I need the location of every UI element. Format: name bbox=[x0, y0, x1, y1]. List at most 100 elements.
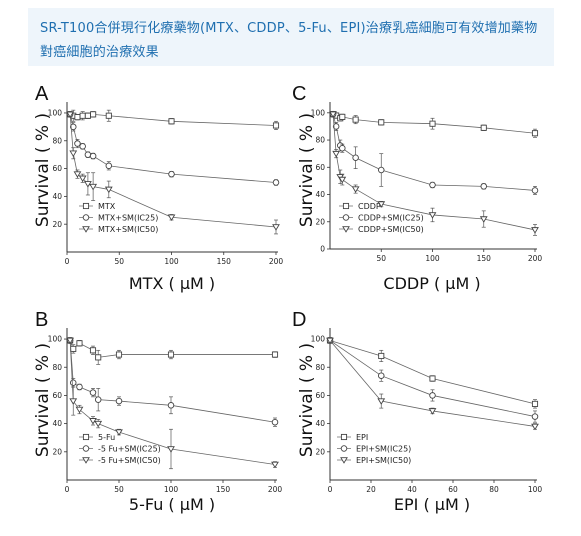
y-tick-label: 100 bbox=[48, 335, 63, 344]
data-point bbox=[271, 418, 279, 426]
panel-letter: D bbox=[292, 309, 306, 331]
legend-label: EPI bbox=[356, 433, 368, 442]
series-line bbox=[329, 340, 536, 405]
data-point bbox=[352, 154, 359, 162]
data-point bbox=[168, 170, 175, 178]
legend-marker bbox=[342, 214, 350, 221]
data-point bbox=[378, 352, 385, 360]
data-point bbox=[89, 152, 97, 160]
data-point bbox=[76, 383, 83, 391]
data-point bbox=[429, 392, 436, 399]
y-tick-label: 100 bbox=[311, 335, 326, 344]
data-point bbox=[69, 150, 78, 158]
legend-label: 5-Fu bbox=[98, 433, 115, 442]
legend: 5-Fu -5 Fu+SM(IC25) -5 Fu+SM(IC50) bbox=[79, 433, 161, 465]
data-point bbox=[428, 212, 437, 219]
data-point bbox=[339, 113, 346, 120]
x-tick-label: 50 bbox=[114, 257, 124, 266]
x-tick-label: 100 bbox=[164, 257, 179, 266]
y-tick-label: 40 bbox=[52, 192, 62, 201]
data-point bbox=[378, 372, 385, 379]
data-point bbox=[377, 398, 386, 405]
data-point bbox=[480, 124, 487, 131]
data-point bbox=[429, 181, 436, 189]
data-point bbox=[115, 351, 123, 358]
data-point bbox=[167, 402, 175, 409]
y-tick-label: 80 bbox=[315, 136, 325, 145]
series-square bbox=[67, 337, 279, 365]
y-tick-label: 60 bbox=[315, 163, 325, 172]
x-tick-label: 0 bbox=[328, 485, 333, 494]
data-point bbox=[89, 183, 98, 191]
data-point bbox=[167, 214, 176, 222]
legend-label: EPI+SM(IC50) bbox=[356, 456, 411, 465]
legend-label: -5 Fu+SM(IC25) bbox=[98, 445, 161, 454]
legend-marker bbox=[82, 433, 90, 441]
x-tick-label: 50 bbox=[114, 485, 124, 494]
data-point bbox=[378, 119, 385, 126]
legend-marker bbox=[82, 457, 90, 464]
y-tick-label: 20 bbox=[52, 447, 62, 456]
y-tick-label: 40 bbox=[315, 419, 325, 428]
x-axis-label: 5-Fu ( μM ) bbox=[129, 495, 215, 514]
legend-marker bbox=[340, 445, 348, 452]
data-point bbox=[84, 151, 92, 158]
legend-label: MTX+SM(IC50) bbox=[98, 225, 158, 234]
data-point bbox=[76, 340, 83, 347]
data-point bbox=[531, 400, 539, 407]
panel-letter: B bbox=[35, 309, 48, 331]
data-point bbox=[79, 143, 86, 150]
chart-panel-a: A 20 40 60 80 100 0 50 100 150 200 Survival ( % ) MT… bbox=[33, 83, 283, 293]
data-point bbox=[480, 183, 488, 190]
data-point bbox=[479, 216, 488, 223]
data-point bbox=[115, 429, 123, 436]
legend-marker bbox=[82, 226, 90, 233]
x-tick-label: 150 bbox=[217, 257, 232, 266]
series-triangle bbox=[326, 337, 539, 431]
y-tick-label: 20 bbox=[52, 220, 62, 229]
y-tick-label: 0 bbox=[320, 245, 325, 254]
data-point bbox=[339, 144, 346, 152]
x-tick-label: 50 bbox=[376, 254, 386, 263]
y-tick-label: 80 bbox=[52, 363, 62, 372]
title-banner: SR-T100合併現行化療藥物(MTX、CDDP、5-Fu、EPI)治療乳癌細胞… bbox=[28, 8, 554, 66]
data-point bbox=[79, 112, 86, 119]
data-point bbox=[66, 111, 75, 119]
x-tick-label: 100 bbox=[425, 254, 440, 263]
data-point bbox=[167, 446, 175, 453]
data-point bbox=[332, 150, 341, 158]
series-circle bbox=[66, 337, 279, 427]
data-point bbox=[78, 175, 87, 183]
legend-marker bbox=[340, 433, 348, 441]
x-tick-label: 200 bbox=[268, 485, 283, 494]
legend-label: CDDP+SM(IC50) bbox=[358, 225, 424, 234]
x-axis-label: EPI ( μM ) bbox=[394, 495, 470, 514]
data-point bbox=[352, 116, 359, 123]
data-point bbox=[95, 354, 102, 361]
y-tick-label: 20 bbox=[315, 217, 325, 226]
x-tick-label: 40 bbox=[407, 485, 417, 494]
x-tick-label: 100 bbox=[528, 485, 543, 494]
title-line-2: 對癌細胞的治療效果 bbox=[40, 45, 159, 60]
y-tick-label: 60 bbox=[315, 391, 325, 400]
data-point bbox=[75, 406, 84, 414]
series-circle bbox=[66, 111, 280, 186]
chart-panel-b: B 20 40 60 80 100 0 50 100 150 200 Survival ( % ) 5-… bbox=[33, 309, 282, 514]
legend-marker bbox=[342, 202, 350, 210]
y-axis-label: Survival ( % ) bbox=[297, 343, 317, 457]
series-circle bbox=[326, 337, 539, 423]
y-axis-label: Survival ( % ) bbox=[33, 113, 53, 227]
data-point bbox=[69, 379, 77, 386]
x-tick-label: 100 bbox=[164, 485, 179, 494]
data-point bbox=[271, 461, 279, 469]
series-triangle bbox=[66, 337, 279, 470]
series-triangle bbox=[329, 111, 539, 236]
data-point bbox=[89, 389, 97, 396]
data-point bbox=[428, 408, 437, 415]
data-point bbox=[429, 375, 436, 382]
data-point bbox=[531, 423, 539, 431]
title-line-1: SR-T100合併現行化療藥物(MTX、CDDP、5-Fu、EPI)治療乳癌細胞… bbox=[40, 21, 538, 36]
data-point bbox=[429, 120, 436, 127]
legend-label: CDDP+SM(IC25) bbox=[358, 214, 424, 223]
